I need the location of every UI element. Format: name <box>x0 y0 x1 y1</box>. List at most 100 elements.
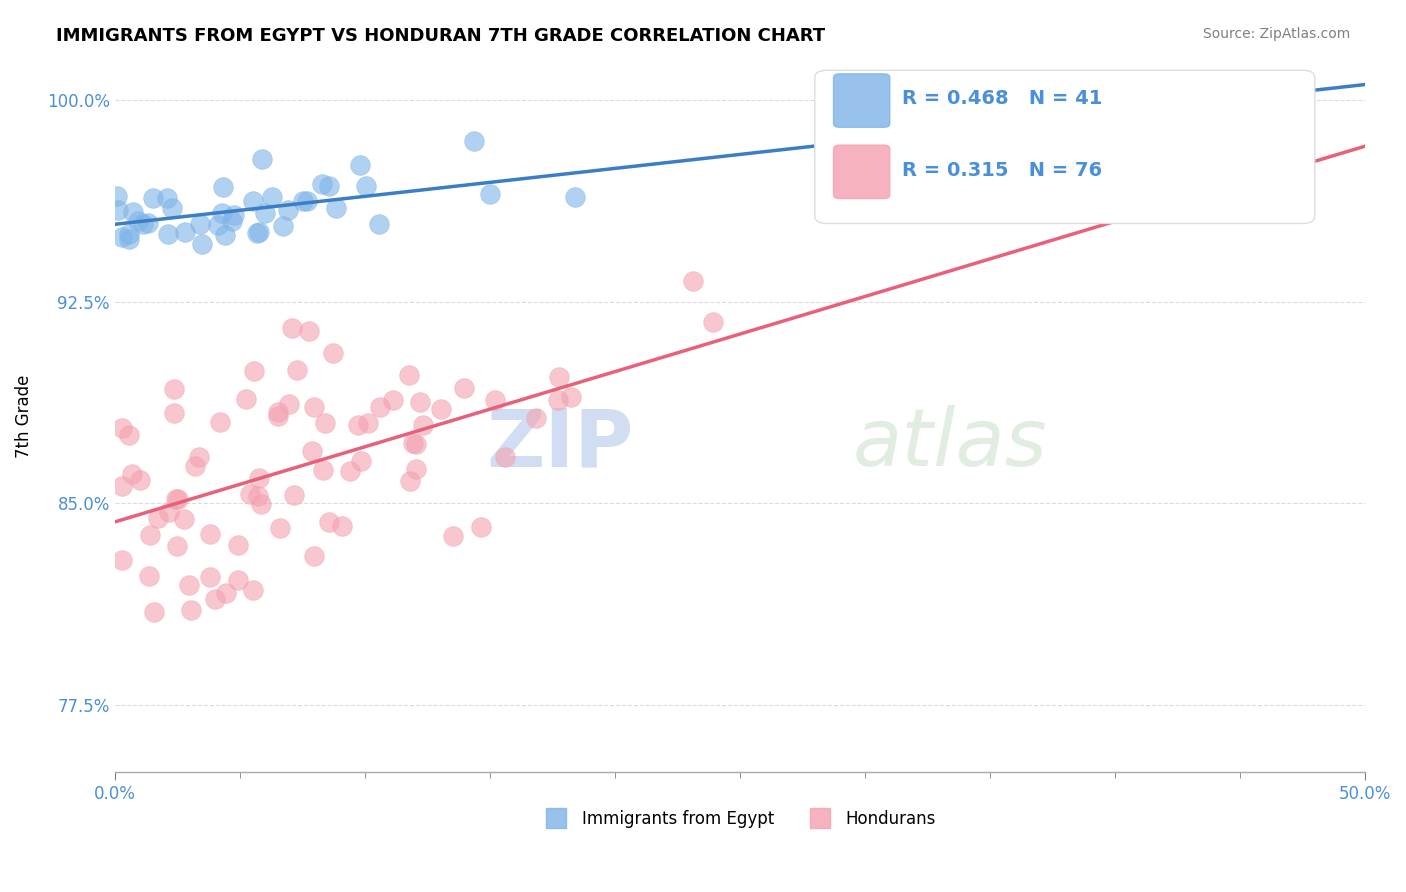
Point <box>173 512 195 526</box>
Point <box>208 415 231 429</box>
Point <box>526 411 548 425</box>
Point <box>214 585 236 599</box>
Point <box>235 392 257 406</box>
Point <box>463 134 485 148</box>
Text: IMMIGRANTS FROM EGYPT VS HONDURAN 7TH GRADE CORRELATION CHART: IMMIGRANTS FROM EGYPT VS HONDURAN 7TH GR… <box>56 27 825 45</box>
Point <box>107 202 129 217</box>
Point <box>188 217 211 231</box>
Point <box>304 549 326 563</box>
Point <box>162 383 184 397</box>
Point <box>354 179 377 194</box>
Point <box>262 190 284 204</box>
Point <box>318 179 340 194</box>
Point <box>136 216 159 230</box>
Point <box>478 187 501 202</box>
Point <box>682 274 704 288</box>
Point <box>111 421 134 435</box>
Point <box>131 217 153 231</box>
Point <box>297 324 319 338</box>
Point <box>252 152 274 166</box>
Point <box>382 392 405 407</box>
Point <box>105 189 128 203</box>
Point <box>560 390 582 404</box>
Text: atlas: atlas <box>852 405 1047 483</box>
Point <box>405 462 427 476</box>
Point <box>117 232 139 246</box>
FancyBboxPatch shape <box>834 145 890 199</box>
Point <box>285 363 308 377</box>
Point <box>318 515 340 529</box>
Point <box>179 578 201 592</box>
Point <box>246 227 269 241</box>
Point <box>267 409 290 423</box>
Point <box>122 204 145 219</box>
Point <box>159 505 181 519</box>
Point <box>143 605 166 619</box>
Point <box>111 479 134 493</box>
Point <box>368 400 391 414</box>
Point <box>269 521 291 535</box>
Point <box>548 369 571 384</box>
Point <box>325 202 347 216</box>
Point <box>127 214 149 228</box>
FancyBboxPatch shape <box>834 74 890 128</box>
Point <box>155 191 177 205</box>
Point <box>111 230 134 244</box>
Point <box>295 194 318 208</box>
Point <box>198 527 221 541</box>
Point <box>188 450 211 465</box>
Point <box>211 206 233 220</box>
Point <box>547 392 569 407</box>
Point <box>165 491 187 506</box>
Point <box>191 237 214 252</box>
Point <box>214 227 236 242</box>
Point <box>350 454 373 468</box>
Point <box>254 206 277 220</box>
Point <box>167 491 190 506</box>
Point <box>283 488 305 502</box>
Point <box>157 227 180 241</box>
Point <box>180 602 202 616</box>
Point <box>183 459 205 474</box>
Text: Source: ZipAtlas.com: Source: ZipAtlas.com <box>1202 27 1350 41</box>
Point <box>412 417 434 432</box>
Point <box>121 467 143 482</box>
Point <box>346 418 368 433</box>
Point <box>453 381 475 395</box>
Point <box>138 568 160 582</box>
Point <box>291 194 314 208</box>
Point <box>250 497 273 511</box>
Point <box>470 520 492 534</box>
Point <box>221 213 243 227</box>
Text: R = 0.315   N = 76: R = 0.315 N = 76 <box>903 161 1102 179</box>
Point <box>118 428 141 442</box>
Point <box>163 406 186 420</box>
Point <box>247 225 270 239</box>
Point <box>494 450 516 465</box>
Point <box>349 158 371 172</box>
Point <box>564 190 586 204</box>
Point <box>239 486 262 500</box>
Point <box>242 194 264 208</box>
Point <box>357 416 380 430</box>
Point <box>242 583 264 598</box>
Point <box>222 208 245 222</box>
Legend: Immigrants from Egypt, Hondurans: Immigrants from Egypt, Hondurans <box>537 804 943 835</box>
Point <box>368 217 391 231</box>
Point <box>111 553 134 567</box>
Point <box>402 436 425 450</box>
Point <box>139 527 162 541</box>
Text: ZIP: ZIP <box>486 405 634 483</box>
Point <box>702 315 724 329</box>
Point <box>142 191 165 205</box>
Point <box>441 529 464 543</box>
Point <box>146 511 169 525</box>
Point <box>204 591 226 606</box>
Point <box>304 401 326 415</box>
Point <box>484 393 506 408</box>
FancyBboxPatch shape <box>815 70 1315 224</box>
Point <box>301 444 323 458</box>
Point <box>166 539 188 553</box>
Point <box>226 538 249 552</box>
Point <box>339 464 361 478</box>
